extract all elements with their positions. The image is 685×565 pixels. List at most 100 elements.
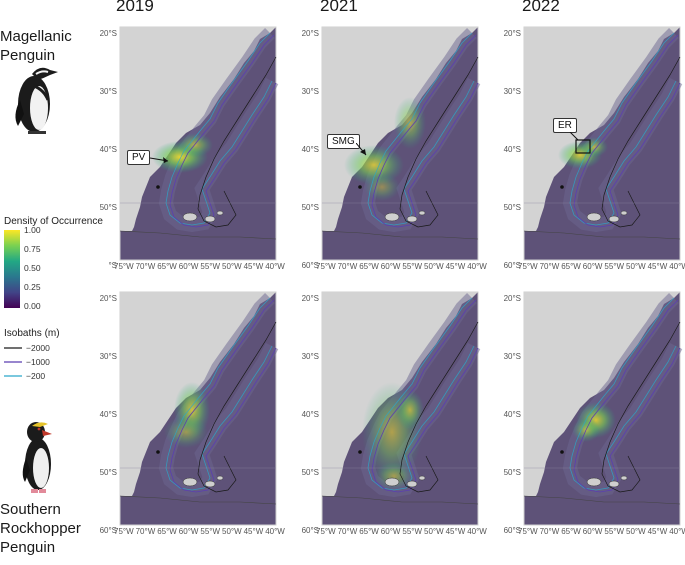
isobath-2000-line	[601, 321, 681, 493]
latitude-tick-label: 40°S	[301, 410, 319, 419]
colorbar-tick-label: 0.50	[24, 263, 41, 273]
map-canvas	[321, 26, 481, 261]
latitude-tick-label: 50°S	[301, 468, 319, 477]
map-panel-2021-magellanic: 20°S 30°S 40°S 50°S 60°S 75°W 70°W 65°W 60°W 55°W…	[302, 26, 489, 271]
longitude-tick-label: 40°W	[265, 262, 285, 271]
southern-coast-line	[119, 230, 277, 240]
land-area	[120, 292, 276, 496]
isobath-200-line	[367, 297, 475, 491]
longitude-tick-label: 65°W	[561, 262, 581, 271]
colony-marker	[560, 450, 564, 454]
longitude-tick-label: 50°W	[626, 262, 646, 271]
longitude-tick-label: 75°W	[518, 527, 538, 536]
map-canvas	[119, 291, 279, 526]
callout-pv-arrow	[150, 157, 169, 163]
isobath-1000-line	[371, 299, 479, 493]
density-hotspot	[374, 462, 414, 490]
longitude-tick-label: 40°W	[265, 527, 285, 536]
isobath-2000-line	[197, 56, 277, 228]
longitude-tick-label: 55°W	[604, 262, 625, 271]
longitude-tick-label: 55°W	[604, 527, 625, 536]
map-canvas	[523, 291, 683, 526]
longitude-tick-label: 65°W	[157, 527, 177, 536]
island	[620, 210, 628, 216]
year-header-2021: 2021	[320, 0, 358, 15]
latitude-tick-label: 50°S	[503, 468, 521, 477]
southern-coast-line	[321, 495, 479, 505]
island	[216, 475, 224, 481]
longitude-tick-label: 45°W	[243, 527, 264, 536]
map-panel-2022-rockhopper: 20°S 30°S 40°S 50°S 60°S 75°W 70°W 65°W 60°W 55°W…	[504, 291, 685, 536]
map-panel-2019-magellanic: 20°S 30°S 40°S 50°S °S 75°W 70°W 65°W 60°W 55°W 50…	[100, 26, 287, 271]
species-label-rockhopper: Southern Rockhopper Penguin	[0, 500, 81, 557]
latitude-tick-label: 50°S	[503, 203, 521, 212]
longitude-tick-label: 75°W	[114, 262, 134, 271]
magellanic-penguin-illustration	[15, 67, 58, 134]
colony-marker	[560, 185, 564, 189]
isobath-2000-line	[601, 56, 681, 228]
island	[586, 477, 602, 487]
species-name-line: Penguin	[0, 47, 56, 64]
callout-pv: PV	[127, 150, 151, 165]
land-area	[322, 292, 478, 496]
latitude-tick-label: 50°S	[301, 203, 319, 212]
colorbar-tick-label: 1.00	[24, 225, 41, 235]
longitude-tick-label: 70°W	[539, 527, 560, 536]
longitude-tick-label: 45°W	[445, 527, 466, 536]
latitude-tick-label: 40°S	[503, 410, 521, 419]
southern-coast-line	[321, 230, 479, 240]
density-hotspot	[394, 97, 426, 149]
longitude-tick-label: 55°W	[402, 527, 423, 536]
longitude-tick-label: 65°W	[359, 262, 379, 271]
island	[406, 480, 418, 488]
longitude-tick-label: 60°W	[380, 527, 401, 536]
latitude-tick-label: 20°S	[503, 29, 521, 38]
map-panel-2022-magellanic: 20°S 30°S 40°S 50°S 60°S 75°W 70°W 65°W 60°W 55°W…	[504, 26, 685, 271]
isobath-legend-lines	[4, 347, 22, 377]
colorbar-tick-label: 0.75	[24, 244, 41, 254]
species-name-line: Penguin	[0, 539, 56, 556]
island	[384, 212, 400, 222]
longitude-tick-label: 40°W	[467, 262, 487, 271]
longitude-tick-label: 70°W	[135, 527, 156, 536]
isobath-200-line	[367, 32, 475, 226]
latitude-tick-label: 50°S	[99, 203, 117, 212]
latitude-tick-label: 60°S	[503, 526, 521, 535]
longitude-tick-label: 50°W	[222, 527, 242, 536]
latitude-tick-label: 30°S	[99, 352, 117, 361]
colorbar-tick-label: 0.25	[24, 282, 41, 292]
isobath-1000-line	[573, 34, 681, 228]
callout-er: ER	[553, 118, 577, 133]
map-canvas	[119, 26, 279, 261]
longitude-tick-label: 60°W	[582, 262, 603, 271]
species-name-line: Magellanic	[0, 28, 72, 45]
island	[608, 215, 620, 223]
latitude-tick-label: 40°S	[301, 145, 319, 154]
island	[204, 215, 216, 223]
latitude-tick-label: 60°S	[301, 526, 319, 535]
map-panel-2021-rockhopper: 20°S 30°S 40°S 50°S 60°S 75°W 70°W 65°W 60°W 55°W…	[302, 291, 489, 536]
longitude-tick-label: 75°W	[518, 262, 538, 271]
latitude-tick-label: 20°S	[301, 29, 319, 38]
rockhopper-penguin-illustration	[22, 422, 52, 493]
species-name-line: Southern	[0, 501, 61, 518]
longitude-tick-label: 40°W	[669, 262, 685, 271]
longitude-tick-label: 55°W	[402, 262, 423, 271]
longitude-tick-label: 65°W	[561, 527, 581, 536]
land-area	[524, 27, 680, 231]
species-name-line: Rockhopper	[0, 520, 81, 537]
southern-coast-line	[523, 230, 681, 240]
isobath-legend-title: Isobaths (m)	[4, 328, 60, 339]
land-area	[524, 292, 680, 496]
longitude-tick-label: 45°W	[647, 527, 668, 536]
longitude-tick-label: 60°W	[178, 527, 199, 536]
year-header-2022: 2022	[522, 0, 560, 15]
density-colorbar	[4, 230, 20, 308]
longitude-tick-label: 45°W	[445, 262, 466, 271]
longitude-tick-label: 70°W	[135, 262, 156, 271]
longitude-tick-label: 70°W	[337, 527, 358, 536]
latitude-tick-label: 60°S	[503, 261, 521, 270]
latitude-tick-label: 60°S	[301, 261, 319, 270]
longitude-tick-label: 60°W	[178, 262, 199, 271]
island	[608, 480, 620, 488]
